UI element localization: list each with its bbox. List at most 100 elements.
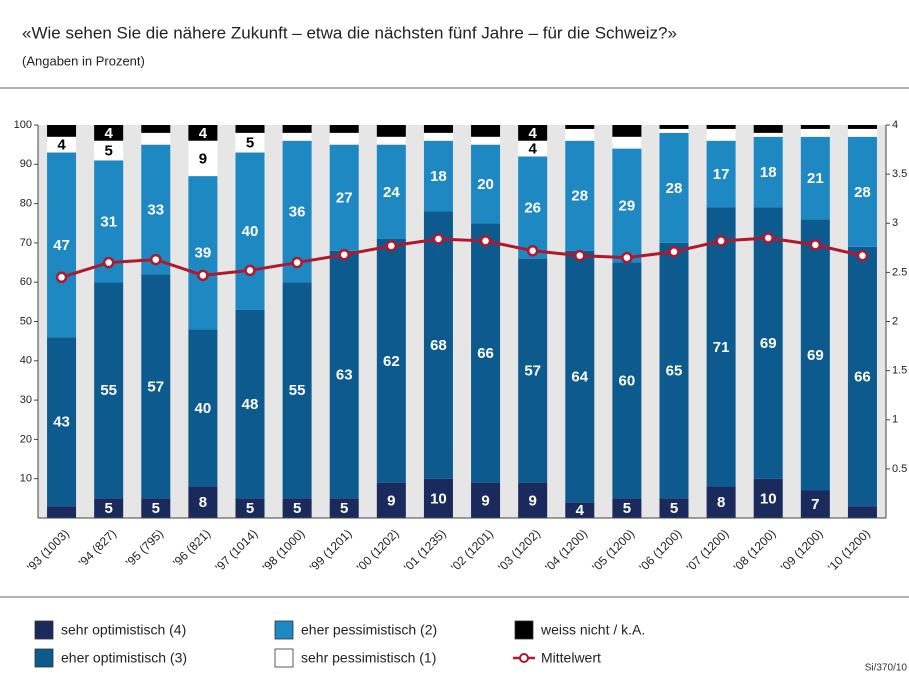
- data-label: 66: [477, 345, 494, 362]
- bar-segment: [518, 258, 548, 483]
- bar-segment: [188, 329, 218, 487]
- bar-segment: [753, 478, 783, 518]
- y-tick-label: 80: [20, 198, 32, 210]
- bar-segment: [800, 128, 830, 137]
- bar-segment: [94, 125, 124, 141]
- legend-label: eher optimistisch (3): [61, 650, 187, 666]
- data-label: 18: [430, 168, 447, 185]
- bar-segment: [706, 140, 736, 208]
- mean-point: [55, 271, 68, 284]
- legend-swatch: [519, 653, 529, 663]
- y-tick-label: 40: [20, 355, 32, 367]
- bar-segment: [141, 144, 171, 275]
- mean-point: [715, 235, 727, 247]
- bar-segment: [753, 125, 783, 133]
- data-label: 64: [571, 368, 588, 385]
- data-label: 60: [619, 372, 636, 389]
- data-label: 18: [760, 164, 777, 181]
- bar-segment: [47, 506, 77, 518]
- bar-segment: [847, 246, 877, 507]
- x-tick-label: '97 (1014): [213, 526, 261, 574]
- data-label: 21: [807, 170, 824, 187]
- y-tick-label: 60: [20, 276, 32, 288]
- data-label: 29: [619, 198, 636, 215]
- bar-segment: [329, 250, 359, 499]
- data-label: 57: [147, 378, 164, 395]
- bar-segment: [706, 486, 736, 518]
- data-label: 10: [760, 490, 777, 507]
- legend-label: sehr optimistisch (4): [61, 622, 186, 638]
- bar-segment: [329, 498, 359, 518]
- bar-segment: [518, 156, 548, 259]
- bar-segment: [376, 144, 406, 239]
- data-label: 62: [383, 353, 400, 370]
- mean-point: [809, 239, 822, 251]
- x-tick-label: '93 (1003): [24, 526, 72, 574]
- bar-segment: [376, 125, 406, 137]
- bar-segment: [329, 144, 359, 251]
- data-label: 17: [713, 166, 730, 183]
- bar-segment: [329, 132, 359, 145]
- bar-segment: [471, 125, 501, 137]
- data-label: 57: [524, 363, 541, 380]
- bar-segment: [235, 309, 265, 499]
- bar-segment: [282, 132, 312, 141]
- x-tick-label: '06 (1200): [637, 526, 685, 574]
- mean-point: [762, 232, 774, 244]
- data-label: 28: [571, 188, 588, 205]
- data-label: 5: [152, 500, 160, 517]
- mean-point: [338, 248, 350, 261]
- y-tick-label: 10: [20, 473, 32, 485]
- data-label: 69: [760, 335, 777, 352]
- legend-label: eher pessimistisch (2): [301, 622, 437, 638]
- bar-segment: [188, 486, 218, 518]
- y2-tick-label: 2: [892, 315, 898, 327]
- data-label: 66: [854, 368, 871, 385]
- data-label: 5: [623, 500, 631, 517]
- x-tick-label: '07 (1200): [684, 526, 732, 574]
- mean-point: [479, 235, 492, 247]
- data-label: 24: [383, 184, 400, 201]
- bar-segment: [706, 125, 736, 129]
- legend-label: Mittelwert: [541, 650, 601, 666]
- data-label: 28: [666, 180, 683, 197]
- bar-segment: [847, 136, 877, 247]
- mean-point: [668, 245, 680, 258]
- data-label: 5: [104, 500, 112, 517]
- data-label: 28: [854, 184, 871, 201]
- mean-point: [574, 249, 586, 262]
- legend-swatch: [274, 648, 294, 668]
- mean-point: [856, 249, 869, 262]
- legend-swatch: [34, 648, 54, 668]
- bar-segment: [423, 132, 453, 141]
- bar-segment: [141, 132, 171, 145]
- y2-tick-label: 3: [892, 217, 898, 229]
- x-tick-label: '08 (1200): [731, 526, 779, 574]
- bar-segment: [565, 125, 595, 129]
- bar-segment: [94, 282, 124, 499]
- mean-point: [102, 256, 115, 269]
- y-tick-label: 20: [20, 433, 32, 445]
- bar-segment: [565, 250, 595, 503]
- data-label: 55: [289, 382, 306, 399]
- mean-point: [526, 245, 539, 257]
- bar-segment: [612, 498, 642, 518]
- mean-point: [197, 269, 209, 282]
- footnote: Si/370/10: [865, 663, 908, 674]
- y2-tick-label: 2.5: [892, 266, 907, 278]
- bar-segment: [847, 128, 877, 137]
- bar-segment: [706, 128, 736, 141]
- data-label: 4: [57, 137, 66, 154]
- plot-area: [38, 125, 886, 518]
- y-tick-label: 90: [20, 158, 32, 170]
- bar-segment: [282, 125, 312, 133]
- x-tick-label: '09 (1200): [778, 526, 826, 574]
- data-label: 5: [246, 500, 254, 517]
- bar-segment: [188, 140, 218, 177]
- data-label: 9: [387, 492, 395, 509]
- legend-label: sehr pessimistisch (1): [301, 650, 436, 666]
- x-tick-label: '98 (1000): [260, 526, 308, 574]
- data-label: 71: [713, 339, 730, 356]
- x-tick-label: '99 (1201): [307, 526, 355, 574]
